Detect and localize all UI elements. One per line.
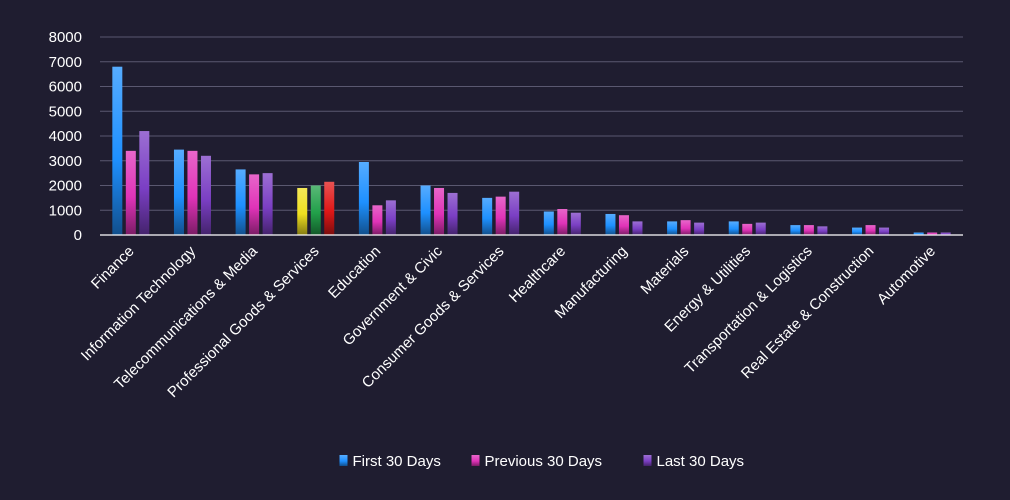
bar-first-30-days-materials (667, 221, 678, 235)
bar-previous-30-days-consumer-goods-services (495, 196, 506, 235)
x-tick-label-transportation-logistics: Transportation & Logistics (681, 243, 815, 377)
x-tick-label-automotive: Automotive (874, 243, 939, 308)
y-tick-label: 4000 (49, 128, 82, 145)
bar-first-30-days-transportation-logistics (790, 225, 801, 235)
y-tick-label: 6000 (49, 79, 82, 96)
bar-first-30-days-consumer-goods-services (482, 197, 493, 235)
bar-previous-30-days-finance (125, 150, 136, 235)
legend-swatch (339, 455, 348, 466)
legend-label: Last 30 Days (657, 453, 745, 470)
bar-last-30-days-education (385, 200, 396, 235)
bar-previous-30-days-transportation-logistics (803, 225, 814, 235)
legend-label: First 30 Days (353, 453, 441, 470)
bar-first-30-days-telecommunications-media (235, 169, 246, 235)
bar-previous-30-days-automotive (927, 232, 938, 235)
bar-last-30-days-real-estate-construction (879, 227, 890, 235)
bar-first-30-days-government-civic (420, 185, 431, 235)
bar-first-30-days-information-technology (173, 149, 184, 235)
bar-last-30-days-information-technology (200, 155, 211, 235)
bar-last-30-days-consumer-goods-services (509, 191, 520, 235)
y-tick-label: 2000 (49, 178, 82, 195)
bar-first-30-days-healthcare (543, 211, 554, 235)
bar-previous-30-days-government-civic (434, 187, 445, 235)
bar-first-30-days-education (358, 161, 369, 235)
bar-last-30-days-materials (694, 222, 705, 235)
bar-first-30-days-energy-utilities (728, 221, 739, 235)
bar-last-30-days-healthcare (570, 212, 581, 235)
bar-last-30-days-energy-utilities (755, 222, 766, 235)
gridlines (100, 36, 963, 211)
bar-previous-30-days-information-technology (187, 150, 198, 235)
bar-first-30-days-real-estate-construction (852, 227, 863, 235)
bar-last-30-days-professional-goods-services (324, 181, 335, 235)
bars (112, 66, 951, 235)
y-tick-label: 8000 (49, 29, 82, 46)
bar-last-30-days-government-civic (447, 192, 458, 235)
x-tick-label-real-estate-construction: Real Estate & Construction (738, 243, 877, 382)
y-tick-label: 3000 (49, 153, 82, 170)
y-axis-ticks: 0 1000 2000 3000 4000 5000 6000 7000 8000 (49, 29, 82, 244)
legend-item-previous-30-days: Previous 30 Days (471, 453, 603, 470)
bar-previous-30-days-telecommunications-media (249, 174, 260, 235)
bar-first-30-days-finance (112, 66, 123, 235)
x-tick-label-finance: Finance (88, 243, 138, 293)
x-tick-label-materials: Materials (637, 243, 692, 298)
bar-previous-30-days-education (372, 205, 383, 235)
legend-item-first-30-days: First 30 Days (339, 453, 441, 470)
legend-swatch (471, 455, 480, 466)
bar-last-30-days-automotive (940, 232, 951, 235)
x-tick-label-healthcare: Healthcare (506, 243, 569, 306)
bar-previous-30-days-real-estate-construction (865, 225, 876, 235)
x-tick-label-education: Education (325, 243, 384, 302)
y-tick-label: 7000 (49, 54, 82, 71)
legend-item-last-30-days: Last 30 Days (643, 453, 745, 470)
bar-first-30-days-automotive (913, 232, 924, 235)
y-tick-label: 1000 (49, 202, 82, 219)
y-tick-label: 5000 (49, 103, 82, 120)
bar-last-30-days-telecommunications-media (262, 173, 273, 235)
bar-first-30-days-professional-goods-services (297, 187, 308, 235)
bar-previous-30-days-healthcare (557, 209, 568, 235)
bar-last-30-days-manufacturing (632, 221, 643, 235)
bar-last-30-days-finance (139, 131, 150, 235)
bar-previous-30-days-professional-goods-services (310, 185, 321, 235)
bar-first-30-days-manufacturing (605, 213, 616, 235)
legend-swatch (643, 455, 652, 466)
bar-previous-30-days-energy-utilities (742, 223, 753, 235)
legend: First 30 Days Previous 30 Days Last 30 Day… (339, 453, 745, 470)
bar-previous-30-days-materials (680, 220, 691, 235)
legend-label: Previous 30 Days (485, 453, 603, 470)
bar-last-30-days-transportation-logistics (817, 226, 828, 235)
y-tick-label: 0 (74, 227, 82, 244)
bar-previous-30-days-manufacturing (618, 215, 629, 235)
x-tick-label-information-technology: Information Technology (78, 242, 200, 364)
